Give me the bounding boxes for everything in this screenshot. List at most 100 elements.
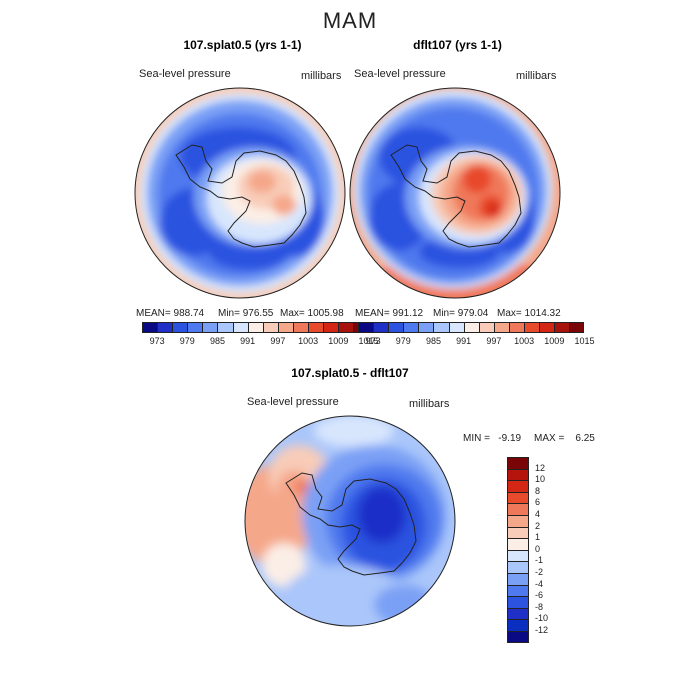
colorbar-swatch [507,549,529,562]
colorbar-tick-label: 997 [486,336,502,346]
colorbar-swatch [507,607,529,620]
colorbar-swatch [478,322,494,333]
colorbar-swatch [507,526,529,539]
colorbar-tick-label: 8 [535,485,541,496]
colorbar-tick-label: 1003 [514,336,535,346]
colorbar-swatch [373,322,389,333]
panel-3-map [244,415,456,627]
colorbar-tick-label: -8 [535,601,544,612]
panel-1-colorbar [142,322,369,333]
colorbar-swatch [507,561,529,573]
colorbar-tick-label: 1009 [328,336,349,346]
colorbar-tick-label: 973 [365,336,381,346]
colorbar-swatch [323,322,339,333]
colorbar-swatch [507,584,529,597]
panel-1-mean: MEAN= 988.74 [136,308,205,319]
panel-2-colorbar-ticks: 973 979 985 991 997 1003 1009 1015 [358,336,595,348]
panel-3-units: millibars [409,398,450,410]
colorbar-tick-label: -2 [535,567,544,577]
colorbar-swatch [338,322,354,333]
colorbar-swatch [308,322,324,333]
panel-2-min: Min= 979.04 [433,308,489,319]
colorbar-swatch [388,322,404,333]
colorbar-tick-label: 979 [395,336,411,346]
colorbar-swatch [292,322,309,333]
colorbar-tick-label: 1015 [574,336,595,346]
colorbar-swatch [172,322,188,333]
colorbar-swatch [507,503,529,515]
colorbar-swatch [217,322,233,333]
colorbar-swatch [247,322,263,333]
colorbar-tick-label: 991 [240,336,256,346]
colorbar-swatch [539,322,555,333]
panel-1-units: millibars [301,70,342,82]
colorbar-swatch [507,619,529,631]
colorbar-tick-label: 1 [535,532,541,543]
colorbar-swatch [433,322,449,333]
panel-2-title: dflt107 (yrs 1-1) [413,38,502,52]
colorbar-tick-label: -1 [535,555,544,566]
colorbar-tick-label: 985 [425,336,442,346]
colorbar-tick-label: 979 [179,336,195,346]
colorbar-tick-label: -10 [535,613,549,624]
colorbar-swatch [142,322,158,333]
colorbar-tick-label: 1003 [298,336,319,346]
colorbar-swatch [507,538,529,550]
colorbar-swatch [507,514,529,527]
colorbar-swatch [202,322,218,333]
colorbar-swatch [554,322,570,333]
colorbar-swatch [493,322,509,333]
colorbar-tick-label: 985 [209,336,226,346]
panel-1-min: Min= 976.55 [218,308,274,319]
panel-1-max: Max= 1005.98 [280,308,344,319]
colorbar-tick-label: 973 [149,336,165,346]
colorbar-swatch [507,457,529,469]
panel-3-variable: Sea-level pressure [247,396,339,408]
panel-1-colorbar-ticks: 973 979 985 991 997 1003 1009 1015 [142,336,379,348]
colorbar-tick-label: 4 [535,509,541,519]
colorbar-swatch [507,630,529,643]
panel-1-title: 107.splat0.5 (yrs 1-1) [183,38,302,52]
figure-title: MAM [322,8,378,33]
panel-1-map [134,87,346,299]
panel-1-variable: Sea-level pressure [139,68,231,80]
colorbar-swatch [524,322,540,333]
colorbar-swatch [507,572,529,585]
colorbar-swatch [277,322,293,333]
colorbar-swatch [507,480,529,492]
panel-2-max: Max= 1014.32 [497,308,561,319]
panel-2-colorbar [358,322,585,333]
colorbar-swatch [418,322,434,333]
colorbar-tick-label: 12 [535,462,546,473]
colorbar-swatch [157,322,173,333]
panel-2-units: millibars [516,70,557,82]
colorbar-tick-label: 6 [535,497,541,508]
colorbar-tick-label: 10 [535,474,546,485]
panel-2-map [349,87,561,299]
colorbar-swatch [358,322,374,333]
colorbar-tick-label: 2 [535,520,541,531]
colorbar-swatch [232,322,248,333]
panel-3-min: MIN = -9.19 [463,433,522,444]
colorbar-tick-label: 1009 [544,336,565,346]
colorbar-swatch [262,322,278,333]
panel-3-title: 107.splat0.5 - dflt107 [291,366,409,380]
panel-3-max: MAX = 6.25 [534,433,595,444]
colorbar-tick-label: -12 [535,625,549,635]
panel-2-mean: MEAN= 991.12 [355,308,424,319]
colorbar-tick-label: 0 [535,543,541,554]
colorbar-tick-label: 1015 [358,336,379,346]
colorbar-swatch [463,322,479,333]
colorbar-tick-label: -6 [535,590,544,601]
colorbar-swatch [507,596,529,608]
colorbar-swatch [403,322,419,333]
colorbar-swatch [508,322,525,333]
panel-3-colorbar [507,457,529,643]
colorbar-tick-label: 991 [456,336,472,346]
colorbar-swatch [569,322,585,333]
colorbar-tick-label: -4 [535,578,544,589]
colorbar-swatch [187,322,203,333]
colorbar-swatch [507,468,529,481]
colorbar-tick-label: 997 [270,336,286,346]
colorbar-swatch [507,491,529,504]
